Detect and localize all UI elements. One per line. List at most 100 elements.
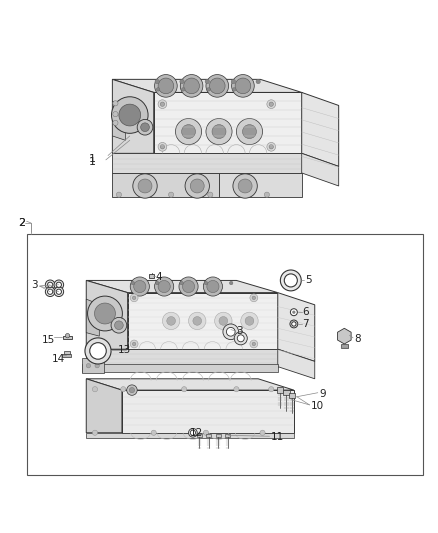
Circle shape <box>131 281 134 285</box>
Circle shape <box>156 87 160 91</box>
Polygon shape <box>86 299 99 336</box>
Polygon shape <box>289 393 295 398</box>
Circle shape <box>190 179 204 193</box>
Circle shape <box>85 338 111 364</box>
Circle shape <box>193 317 201 325</box>
Polygon shape <box>225 434 230 437</box>
Circle shape <box>212 125 226 139</box>
Circle shape <box>252 342 255 346</box>
Circle shape <box>129 387 134 393</box>
Text: 3: 3 <box>237 326 243 336</box>
Circle shape <box>158 142 167 151</box>
Polygon shape <box>341 344 348 348</box>
Circle shape <box>235 78 251 94</box>
Circle shape <box>188 429 197 437</box>
Circle shape <box>190 430 195 435</box>
Text: 7: 7 <box>303 319 309 329</box>
Polygon shape <box>113 101 125 140</box>
Polygon shape <box>86 379 294 390</box>
Circle shape <box>269 102 273 107</box>
Bar <box>27 234 423 475</box>
Text: 5: 5 <box>305 276 312 286</box>
Circle shape <box>95 364 99 368</box>
Circle shape <box>155 75 177 97</box>
Circle shape <box>245 317 254 325</box>
Circle shape <box>207 280 219 293</box>
Polygon shape <box>154 92 302 154</box>
Circle shape <box>54 280 64 289</box>
Circle shape <box>203 277 223 296</box>
Circle shape <box>167 317 176 325</box>
Circle shape <box>158 78 174 94</box>
Circle shape <box>206 75 229 97</box>
Circle shape <box>264 192 269 197</box>
Circle shape <box>56 289 61 294</box>
Circle shape <box>115 321 123 329</box>
Circle shape <box>252 296 255 300</box>
Polygon shape <box>113 173 219 197</box>
Text: 2: 2 <box>18 218 25 228</box>
Circle shape <box>46 280 55 289</box>
Text: 1: 1 <box>88 154 95 164</box>
Circle shape <box>267 100 276 109</box>
Polygon shape <box>64 351 70 353</box>
Circle shape <box>268 386 274 392</box>
Circle shape <box>223 324 239 340</box>
Circle shape <box>155 277 174 296</box>
Circle shape <box>292 322 296 326</box>
Circle shape <box>280 270 301 291</box>
Polygon shape <box>149 274 154 278</box>
Circle shape <box>90 343 106 359</box>
Circle shape <box>113 120 118 125</box>
Circle shape <box>95 303 116 324</box>
Circle shape <box>155 281 159 285</box>
Circle shape <box>290 309 297 316</box>
Polygon shape <box>122 390 294 433</box>
Polygon shape <box>278 293 315 361</box>
Circle shape <box>188 312 206 329</box>
Circle shape <box>185 174 209 198</box>
Circle shape <box>232 75 254 97</box>
Circle shape <box>182 125 195 139</box>
Circle shape <box>119 104 141 126</box>
Polygon shape <box>206 434 211 437</box>
Circle shape <box>206 118 232 144</box>
Circle shape <box>111 318 127 333</box>
Circle shape <box>203 430 208 435</box>
Circle shape <box>250 294 258 302</box>
Text: 9: 9 <box>319 389 326 399</box>
Circle shape <box>290 320 298 328</box>
Circle shape <box>116 192 121 197</box>
Circle shape <box>88 296 122 331</box>
Polygon shape <box>82 365 278 372</box>
Polygon shape <box>127 293 278 349</box>
Circle shape <box>130 277 149 296</box>
Circle shape <box>158 100 167 109</box>
Circle shape <box>237 335 244 342</box>
Circle shape <box>92 386 98 392</box>
Circle shape <box>130 340 138 348</box>
Circle shape <box>160 144 165 149</box>
Circle shape <box>241 312 258 329</box>
Circle shape <box>219 317 228 325</box>
Circle shape <box>267 142 276 151</box>
Polygon shape <box>86 379 122 433</box>
Polygon shape <box>86 433 294 439</box>
Text: 4: 4 <box>156 271 162 281</box>
Circle shape <box>180 79 184 84</box>
Circle shape <box>209 78 225 94</box>
Circle shape <box>160 102 165 107</box>
Circle shape <box>113 101 118 106</box>
Circle shape <box>226 327 235 336</box>
Polygon shape <box>302 92 339 166</box>
Circle shape <box>238 179 252 193</box>
Text: 1: 1 <box>88 157 95 167</box>
Circle shape <box>169 192 174 197</box>
Circle shape <box>284 274 297 287</box>
Circle shape <box>47 289 53 294</box>
Circle shape <box>113 111 118 117</box>
Circle shape <box>120 386 126 392</box>
Polygon shape <box>86 349 278 367</box>
Text: 15: 15 <box>42 335 55 345</box>
Circle shape <box>256 79 260 84</box>
